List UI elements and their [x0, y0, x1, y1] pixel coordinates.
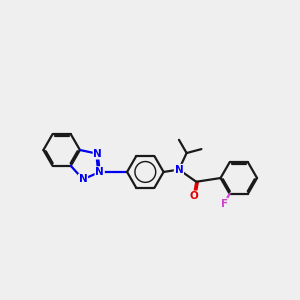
Text: O: O: [189, 191, 198, 201]
Text: N: N: [175, 165, 183, 175]
Text: F: F: [220, 199, 228, 208]
Text: N: N: [95, 167, 104, 177]
Text: N: N: [79, 174, 87, 184]
Text: N: N: [93, 149, 102, 159]
